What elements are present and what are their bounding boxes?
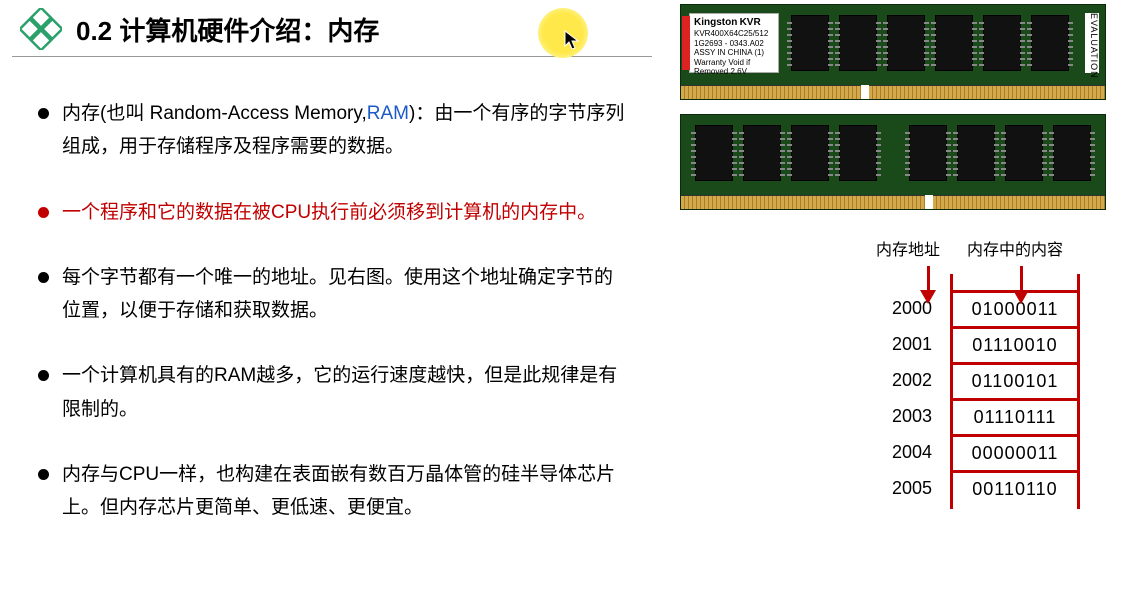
- memory-address: 2001: [840, 326, 932, 362]
- memory-diagram: 内存地址 内存中的内容 200020012002200320042005 010…: [840, 236, 1120, 509]
- ram-model: KVR: [740, 17, 761, 28]
- cursor-icon: [564, 30, 582, 52]
- ram-stick-top: Kingston KVR KVR400X64C25/512 1G2693 - 0…: [680, 4, 1106, 100]
- memory-address: 2002: [840, 362, 932, 398]
- text-column: 内存(也叫 Random-Access Memory,RAM)：由一个有序的字节…: [0, 57, 640, 556]
- address-column: 200020012002200320042005: [840, 290, 950, 509]
- memory-address: 2000: [840, 290, 932, 326]
- logo-icon: [20, 8, 62, 50]
- content-column: 0100001101110010011001010111011100000011…: [950, 290, 1080, 509]
- memory-address: 2003: [840, 398, 932, 434]
- mem-header-content: 内存中的内容: [950, 236, 1080, 260]
- bullet-list: 内存(也叫 Random-Access Memory,RAM)：由一个有序的字节…: [34, 97, 630, 524]
- ram-line-0: KVR400X64C25/512: [694, 29, 768, 38]
- ram-stick-bottom: [680, 114, 1106, 210]
- bullet-item: 一个程序和它的数据在被CPU执行前必须移到计算机的内存中。: [34, 196, 630, 229]
- ram-line-3: Warranty Void if Removed 2.6V: [694, 58, 750, 77]
- memory-cell: 01110010: [953, 329, 1077, 365]
- ram-line-1: 1G2693 - 0343.A02: [694, 39, 764, 48]
- bullet-item: 内存与CPU一样，也构建在表面嵌有数百万晶体管的硅半导体芯片上。但内存芯片更简单…: [34, 458, 630, 525]
- memory-address: 2004: [840, 434, 932, 470]
- bullet-item: 一个计算机具有的RAM越多，它的运行速度越快，但是此规律是有限制的。: [34, 359, 630, 426]
- memory-cell: 00110110: [953, 473, 1077, 509]
- bullet-item: 每个字节都有一个唯一的地址。见右图。使用这个地址确定字节的位置，以便于存储和获取…: [34, 261, 630, 328]
- bullet-text: 内存(也叫 Random-Access Memory,: [62, 103, 367, 124]
- ram-line-2: ASSY IN CHINA (1): [694, 48, 764, 57]
- mem-header-address: 内存地址: [840, 236, 950, 260]
- figure-column: Kingston KVR KVR400X64C25/512 1G2693 - 0…: [680, 4, 1120, 224]
- bullet-item: 内存(也叫 Random-Access Memory,RAM)：由一个有序的字节…: [34, 97, 630, 164]
- memory-cell: 00000011: [953, 437, 1077, 473]
- memory-cell: 01110111: [953, 401, 1077, 437]
- ram-eval-label: EVALUATION: [1085, 13, 1099, 73]
- ram-label: Kingston KVR KVR400X64C25/512 1G2693 - 0…: [689, 13, 779, 73]
- ram-brand: Kingston: [694, 17, 737, 28]
- ram-link[interactable]: RAM: [367, 103, 409, 124]
- memory-address: 2005: [840, 470, 932, 506]
- slide-title: 0.2 计算机硬件介绍：内存: [76, 11, 379, 48]
- memory-cell: 01100101: [953, 365, 1077, 401]
